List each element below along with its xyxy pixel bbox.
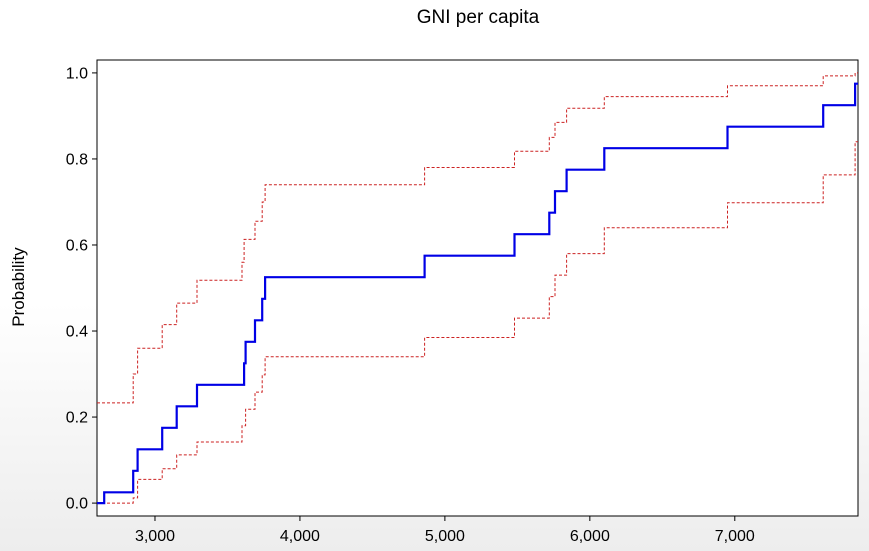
x-tick-label: 6,000: [570, 528, 610, 545]
x-tick-label: 5,000: [425, 528, 465, 545]
y-tick-label: 0.4: [66, 324, 88, 341]
y-tick-label: 0.6: [66, 237, 88, 254]
x-tick-label: 3,000: [135, 528, 175, 545]
y-axis: 0.0 0.2 0.4 0.6 0.8 1.0: [66, 65, 97, 513]
y-tick-label: 0.8: [66, 151, 88, 168]
x-axis: 3,000 4,000 5,000 6,000 7,000: [135, 516, 755, 545]
series-layer: [97, 72, 858, 505]
x-tick-label: 7,000: [715, 528, 755, 545]
chart-title: GNI per capita: [417, 7, 540, 28]
plot-area: [96, 59, 859, 517]
y-axis-label: Probability: [9, 247, 28, 327]
x-tick-label: 4,000: [280, 528, 320, 545]
lower-bound-step-line: [97, 141, 858, 504]
y-tick-label: 1.0: [66, 65, 88, 82]
y-tick-label: 0.0: [66, 496, 88, 513]
y-tick-label: 0.2: [66, 410, 88, 427]
upper-bound-step-line: [97, 72, 858, 404]
estimate-step-line: [97, 82, 858, 505]
